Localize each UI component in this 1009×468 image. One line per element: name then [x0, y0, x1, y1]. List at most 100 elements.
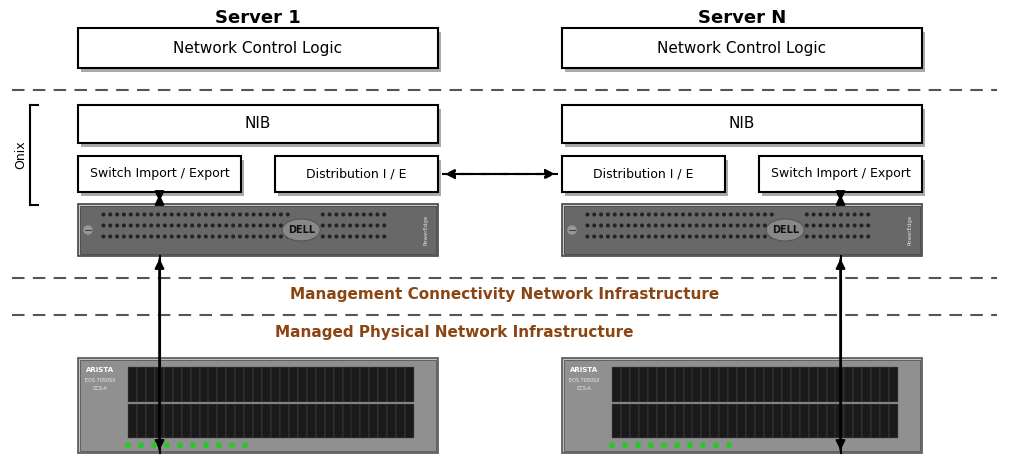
Circle shape	[682, 224, 684, 227]
FancyBboxPatch shape	[378, 403, 387, 438]
Circle shape	[847, 213, 849, 216]
FancyBboxPatch shape	[209, 367, 218, 402]
Circle shape	[232, 224, 234, 227]
Circle shape	[688, 443, 692, 447]
Circle shape	[648, 235, 650, 238]
FancyBboxPatch shape	[78, 28, 438, 68]
Circle shape	[750, 235, 753, 238]
FancyBboxPatch shape	[791, 367, 800, 402]
FancyBboxPatch shape	[387, 403, 397, 438]
Circle shape	[184, 224, 187, 227]
Circle shape	[191, 224, 194, 227]
Circle shape	[151, 443, 156, 447]
FancyBboxPatch shape	[719, 403, 728, 438]
Circle shape	[163, 213, 166, 216]
FancyBboxPatch shape	[154, 403, 163, 438]
Circle shape	[847, 224, 849, 227]
FancyBboxPatch shape	[692, 403, 701, 438]
FancyBboxPatch shape	[200, 403, 209, 438]
Circle shape	[805, 224, 808, 227]
Circle shape	[709, 224, 711, 227]
Circle shape	[139, 443, 143, 447]
FancyBboxPatch shape	[279, 403, 289, 438]
Circle shape	[349, 235, 351, 238]
Circle shape	[243, 443, 247, 447]
Circle shape	[606, 235, 609, 238]
FancyBboxPatch shape	[351, 367, 360, 402]
Circle shape	[272, 224, 275, 227]
FancyBboxPatch shape	[565, 32, 925, 72]
FancyBboxPatch shape	[564, 360, 920, 451]
Circle shape	[621, 235, 623, 238]
Ellipse shape	[283, 219, 320, 241]
Circle shape	[826, 213, 828, 216]
FancyBboxPatch shape	[564, 206, 920, 254]
Circle shape	[613, 213, 616, 216]
Circle shape	[205, 213, 207, 216]
Circle shape	[369, 213, 372, 216]
FancyBboxPatch shape	[226, 403, 235, 438]
FancyBboxPatch shape	[863, 403, 872, 438]
Circle shape	[586, 213, 588, 216]
FancyBboxPatch shape	[800, 367, 809, 402]
Circle shape	[198, 224, 201, 227]
FancyBboxPatch shape	[817, 403, 826, 438]
Circle shape	[355, 224, 358, 227]
Circle shape	[171, 235, 173, 238]
Circle shape	[655, 235, 657, 238]
Circle shape	[730, 213, 733, 216]
FancyBboxPatch shape	[692, 367, 701, 402]
Circle shape	[695, 224, 698, 227]
Circle shape	[218, 224, 221, 227]
FancyBboxPatch shape	[854, 367, 863, 402]
Circle shape	[362, 235, 365, 238]
Text: CCS-A: CCS-A	[576, 386, 591, 390]
FancyBboxPatch shape	[755, 403, 764, 438]
FancyBboxPatch shape	[351, 403, 360, 438]
Circle shape	[259, 235, 261, 238]
Circle shape	[342, 224, 345, 227]
Circle shape	[150, 235, 152, 238]
FancyBboxPatch shape	[863, 367, 872, 402]
FancyBboxPatch shape	[657, 367, 666, 402]
FancyBboxPatch shape	[307, 367, 316, 402]
Circle shape	[819, 224, 821, 227]
FancyBboxPatch shape	[759, 156, 922, 192]
FancyBboxPatch shape	[621, 367, 630, 402]
Circle shape	[688, 224, 691, 227]
FancyBboxPatch shape	[666, 367, 675, 402]
FancyBboxPatch shape	[562, 105, 922, 143]
Circle shape	[713, 443, 718, 447]
Circle shape	[279, 224, 283, 227]
Circle shape	[102, 235, 105, 238]
FancyBboxPatch shape	[137, 403, 146, 438]
FancyBboxPatch shape	[845, 367, 854, 402]
Circle shape	[701, 443, 705, 447]
Circle shape	[709, 235, 711, 238]
FancyBboxPatch shape	[128, 403, 137, 438]
Circle shape	[239, 235, 241, 238]
Circle shape	[191, 235, 194, 238]
Circle shape	[322, 224, 324, 227]
Circle shape	[744, 213, 746, 216]
Circle shape	[847, 235, 849, 238]
Circle shape	[266, 213, 268, 216]
Circle shape	[757, 235, 760, 238]
Circle shape	[225, 235, 228, 238]
FancyBboxPatch shape	[298, 367, 307, 402]
Circle shape	[129, 213, 132, 216]
FancyBboxPatch shape	[289, 403, 298, 438]
FancyBboxPatch shape	[334, 403, 343, 438]
FancyBboxPatch shape	[78, 105, 438, 143]
Circle shape	[355, 235, 358, 238]
Circle shape	[84, 226, 92, 234]
Circle shape	[805, 213, 808, 216]
Circle shape	[627, 224, 630, 227]
Circle shape	[156, 224, 159, 227]
FancyBboxPatch shape	[200, 367, 209, 402]
Circle shape	[812, 213, 815, 216]
Circle shape	[150, 213, 152, 216]
Circle shape	[143, 224, 145, 227]
FancyBboxPatch shape	[271, 403, 281, 438]
Text: PowerEdge: PowerEdge	[907, 215, 912, 245]
